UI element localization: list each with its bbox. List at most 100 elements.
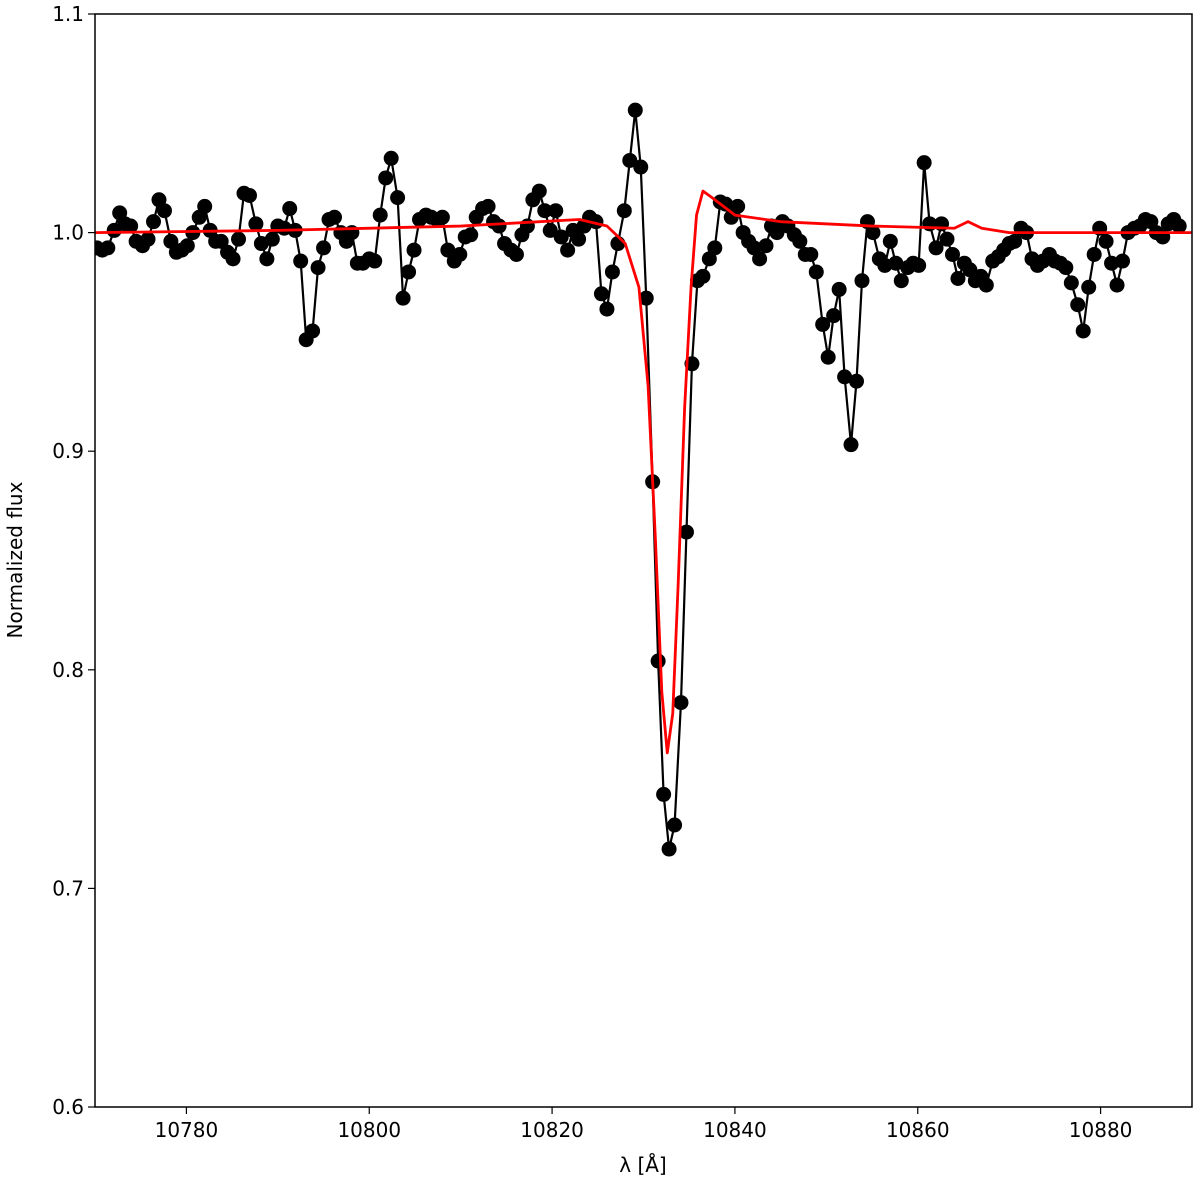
data-point bbox=[248, 216, 264, 232]
x-tick-label: 10880 bbox=[1069, 1118, 1133, 1142]
data-point bbox=[327, 209, 343, 225]
data-point bbox=[1109, 277, 1125, 293]
data-point bbox=[718, 196, 734, 212]
x-tick-label: 10800 bbox=[337, 1118, 401, 1142]
data-point bbox=[383, 150, 399, 166]
data-point bbox=[434, 209, 450, 225]
data-point bbox=[843, 437, 859, 453]
data-point bbox=[939, 231, 955, 247]
data-point bbox=[305, 323, 321, 339]
data-point bbox=[695, 268, 711, 284]
data-point bbox=[197, 198, 213, 214]
data-point bbox=[944, 246, 960, 262]
data-point bbox=[633, 159, 649, 175]
data-point bbox=[213, 233, 229, 249]
data-point bbox=[259, 251, 275, 267]
data-point bbox=[282, 201, 298, 217]
data-point bbox=[882, 233, 898, 249]
data-point bbox=[100, 240, 116, 256]
data-point bbox=[815, 316, 831, 332]
data-point bbox=[593, 286, 609, 302]
data-point bbox=[792, 233, 808, 249]
data-point bbox=[390, 190, 406, 206]
data-point bbox=[264, 231, 280, 247]
data-point bbox=[893, 273, 909, 289]
data-point bbox=[803, 246, 819, 262]
data-point bbox=[316, 240, 332, 256]
y-tick-label: 0.8 bbox=[52, 658, 84, 682]
data-point bbox=[1115, 253, 1131, 269]
data-point bbox=[531, 183, 547, 199]
x-tick-label: 10820 bbox=[520, 1118, 584, 1142]
data-point bbox=[401, 264, 417, 280]
y-tick-label: 1.0 bbox=[52, 221, 84, 245]
data-point bbox=[452, 246, 468, 262]
data-point bbox=[1058, 260, 1074, 276]
data-point bbox=[627, 102, 643, 118]
data-point bbox=[372, 207, 388, 223]
y-tick-label: 0.7 bbox=[52, 876, 84, 900]
data-point bbox=[707, 240, 723, 256]
data-point bbox=[440, 242, 456, 258]
data-point bbox=[542, 222, 558, 238]
y-tick-label: 0.6 bbox=[52, 1095, 84, 1119]
data-point bbox=[604, 264, 620, 280]
data-point bbox=[808, 264, 824, 280]
data-point bbox=[638, 290, 654, 306]
data-point bbox=[928, 240, 944, 256]
data-point bbox=[560, 242, 576, 258]
data-point bbox=[599, 301, 615, 317]
x-axis-label: λ [Å] bbox=[619, 1153, 666, 1177]
data-point bbox=[673, 695, 689, 711]
data-point bbox=[661, 841, 677, 857]
data-point bbox=[378, 170, 394, 186]
data-point bbox=[367, 253, 383, 269]
data-point bbox=[831, 281, 847, 297]
x-tick-label: 10860 bbox=[886, 1118, 950, 1142]
data-point bbox=[225, 251, 241, 267]
data-point bbox=[616, 203, 632, 219]
data-point bbox=[1081, 279, 1097, 295]
data-point bbox=[622, 152, 638, 168]
data-point bbox=[656, 786, 672, 802]
data-point bbox=[820, 349, 836, 365]
data-point bbox=[1007, 233, 1023, 249]
data-point bbox=[241, 187, 257, 203]
data-point bbox=[911, 257, 927, 273]
x-tick-label: 10840 bbox=[703, 1118, 767, 1142]
x-tick-label: 10780 bbox=[155, 1118, 219, 1142]
data-point bbox=[1070, 297, 1086, 313]
data-point bbox=[571, 231, 587, 247]
data-point bbox=[888, 255, 904, 271]
data-point bbox=[1086, 246, 1102, 262]
y-tick-label: 1.1 bbox=[52, 2, 84, 26]
data-point bbox=[837, 369, 853, 385]
data-point bbox=[106, 222, 122, 238]
data-point bbox=[553, 229, 569, 245]
data-point bbox=[667, 817, 683, 833]
data-point bbox=[650, 653, 666, 669]
data-point bbox=[678, 524, 694, 540]
data-point bbox=[978, 277, 994, 293]
data-point bbox=[752, 251, 768, 267]
data-point bbox=[491, 218, 507, 234]
data-point bbox=[508, 246, 524, 262]
data-point bbox=[123, 218, 139, 234]
data-point bbox=[826, 308, 842, 324]
data-point bbox=[1075, 323, 1091, 339]
data-point bbox=[146, 214, 162, 230]
y-tick-label: 0.9 bbox=[52, 439, 84, 463]
series-line bbox=[95, 189, 1192, 755]
data-point bbox=[548, 203, 564, 219]
plot-area bbox=[95, 102, 1192, 857]
data-point bbox=[179, 238, 195, 254]
data-point bbox=[406, 242, 422, 258]
data-point bbox=[140, 231, 156, 247]
data-point bbox=[950, 271, 966, 287]
data-point bbox=[865, 225, 881, 241]
data-point bbox=[537, 203, 553, 219]
y-axis-label: Normalized flux bbox=[3, 481, 27, 638]
data-point bbox=[463, 227, 479, 243]
data-point bbox=[916, 155, 932, 171]
